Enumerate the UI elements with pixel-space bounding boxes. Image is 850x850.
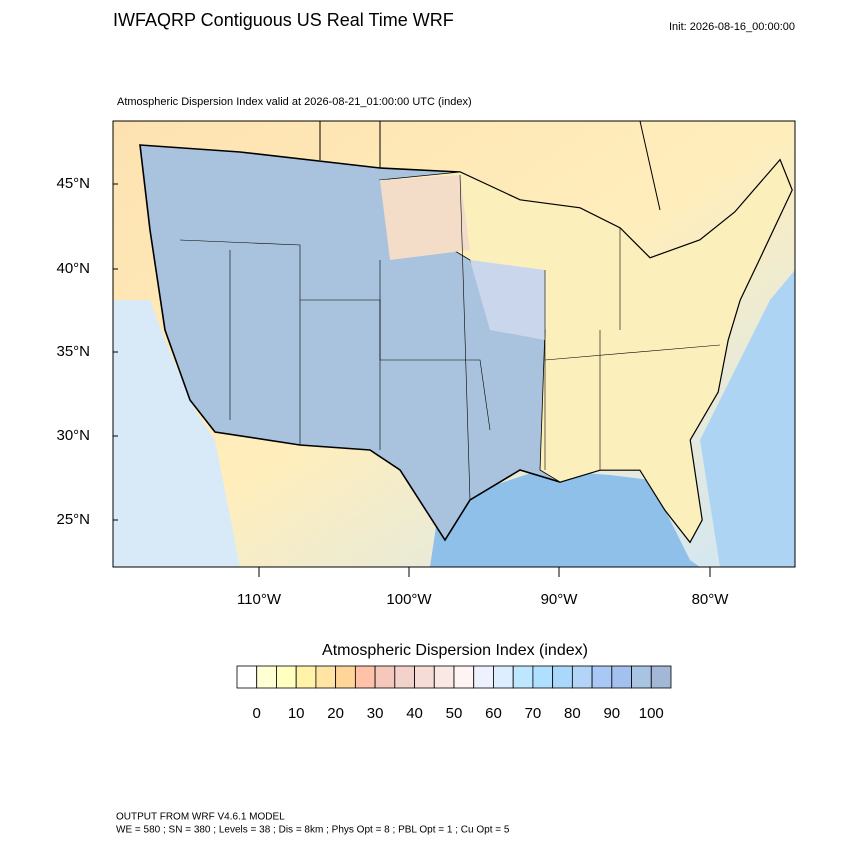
colorbar-box: [354, 665, 376, 689]
colorbar-label: 0: [253, 705, 261, 722]
colorbar-box: [295, 665, 317, 689]
map: [113, 121, 795, 567]
colorbar-label: 30: [367, 705, 384, 722]
colorbar-box: [473, 665, 494, 689]
colorbar-label: 100: [639, 705, 664, 722]
init-time: Init: 2026-08-16_00:00:00: [669, 21, 795, 33]
gulf: [430, 470, 700, 567]
map-frame: [112, 120, 796, 568]
borders: [319, 121, 661, 211]
colorbar-label: 50: [446, 705, 463, 722]
colorbar-label: 20: [327, 705, 344, 722]
colorbar-label: 10: [288, 705, 305, 722]
colorbar-label: 60: [485, 705, 502, 722]
state-lines: [179, 174, 721, 501]
colorbar-box: [276, 665, 297, 689]
colorbar-box: [611, 665, 632, 689]
colorbar-box: [394, 665, 415, 689]
plains-patch: [380, 175, 470, 260]
colorbar-label: 80: [564, 705, 581, 722]
colorbar-box: [236, 665, 258, 689]
subtitle: Atmospheric Dispersion Index valid at 20…: [117, 96, 472, 108]
midwest-patch: [470, 260, 545, 340]
lat-label: 30°N: [56, 427, 90, 444]
lon-label: 90°W: [541, 591, 579, 608]
colorbar-box: [571, 665, 593, 689]
atlantic: [700, 270, 795, 567]
footer-line: WE = 580 ; SN = 380 ; Levels = 38 ; Dis …: [116, 825, 510, 836]
colorbar: 0 10 20 30 40 50 60 70 80 90 100: [236, 665, 672, 722]
colorbar-box: [493, 665, 514, 689]
lon-label: 80°W: [692, 591, 730, 608]
colorbar-box: [433, 665, 455, 689]
colorbar-label: 40: [406, 705, 423, 722]
colorbar-box: [512, 665, 534, 689]
colorbar-box: [315, 665, 337, 689]
colorbar-box: [374, 665, 396, 689]
colorbar-box: [453, 665, 475, 689]
lat-label: 45°N: [56, 175, 90, 192]
pacific: [113, 300, 240, 567]
colorbar-label: 90: [603, 705, 620, 722]
colorbar-box: [631, 665, 652, 689]
footer-line: OUTPUT FROM WRF V4.6.1 MODEL: [116, 812, 285, 823]
axis-labels: 45°N 40°N 35°N 30°N 25°N 110°W 100°W 90°W 80°W: [56, 175, 729, 608]
colorbar-title: Atmospheric Dispersion Index (index): [322, 642, 588, 659]
title: IWFAQRP Contiguous US Real Time WRF: [113, 10, 454, 30]
lat-label: 35°N: [56, 343, 90, 360]
lon-label: 110°W: [237, 591, 282, 608]
lat-label: 40°N: [56, 260, 90, 277]
colorbar-box: [414, 665, 435, 689]
lon-label: 100°W: [386, 591, 432, 608]
colorbar-box: [591, 665, 613, 689]
colorbar-box: [650, 665, 672, 689]
colorbar-box: [532, 665, 554, 689]
lat-label: 25°N: [56, 511, 90, 528]
colorbar-box: [256, 665, 277, 689]
colorbar-box: [552, 665, 573, 689]
colorbar-label: 70: [525, 705, 542, 722]
colorbar-box: [335, 665, 356, 689]
